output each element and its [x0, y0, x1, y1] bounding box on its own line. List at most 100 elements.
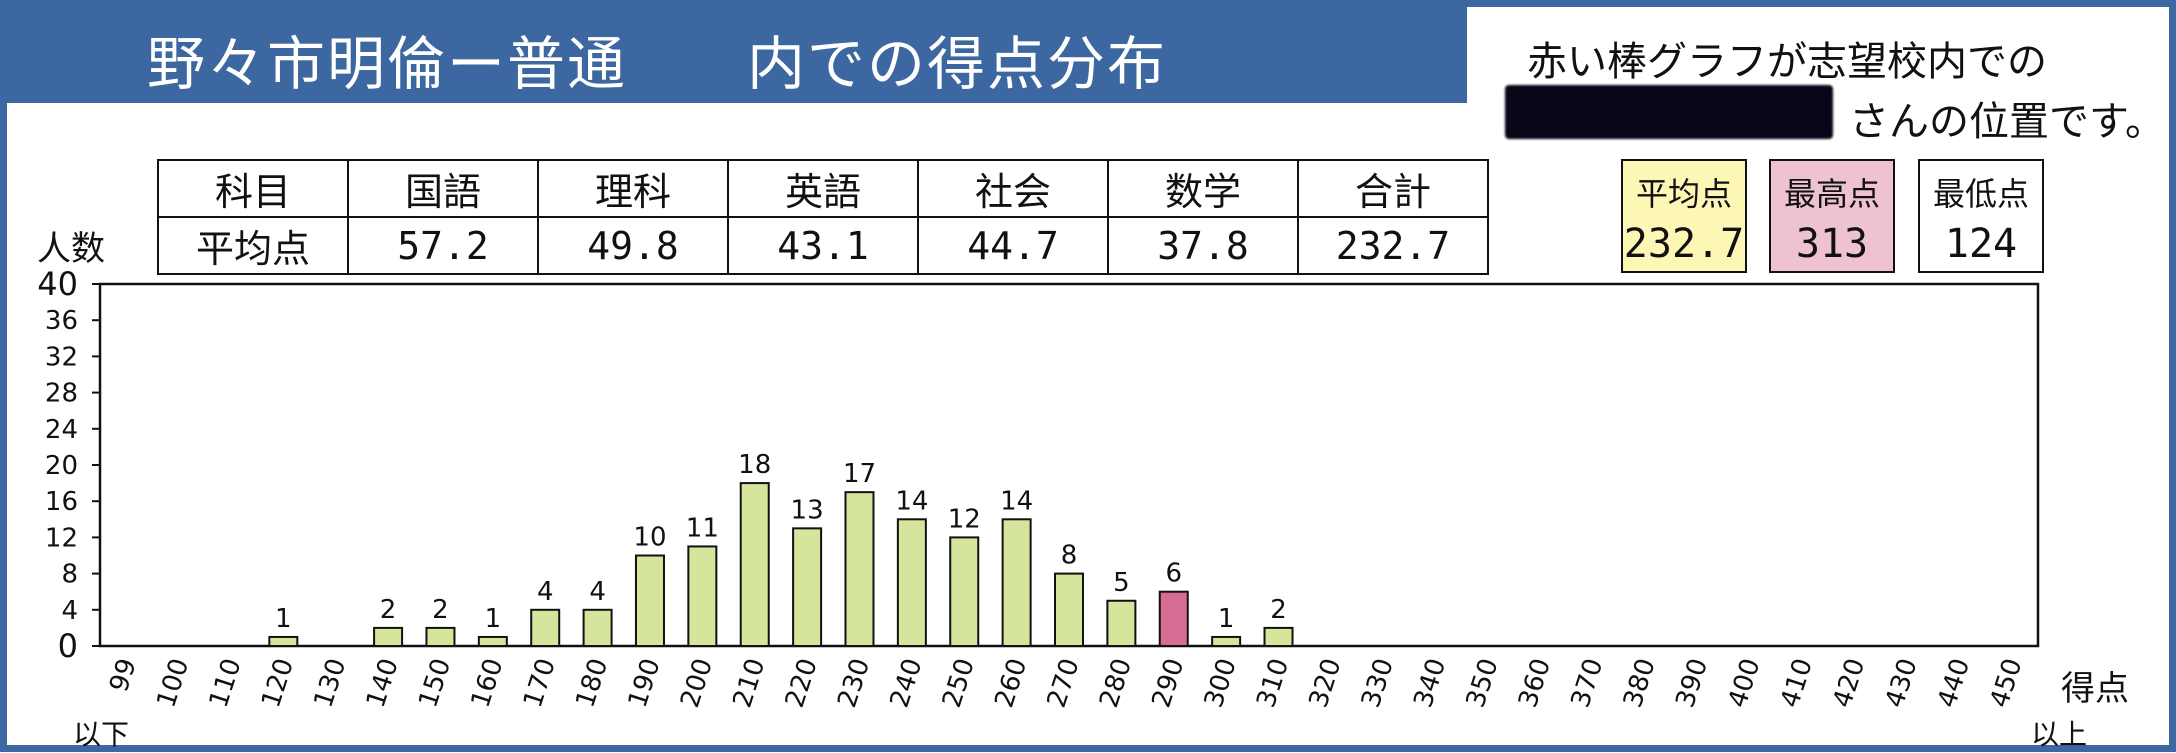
min-score-box: 最低点 124	[1918, 159, 2044, 273]
x-tick-label: 100	[151, 655, 195, 711]
y-tick-label: 20	[45, 451, 78, 481]
bar	[687, 545, 718, 648]
average-value: 57.2	[347, 216, 539, 275]
bar	[582, 608, 613, 647]
x-tick-label: 280	[1094, 655, 1138, 711]
bar-value-label: 8	[1061, 541, 1078, 571]
x-tick-label: 130	[308, 655, 352, 711]
bar-value-label: 1	[275, 604, 292, 634]
x-tick-label: 260	[989, 655, 1033, 711]
y-axis-label: 人数	[37, 229, 105, 269]
bar	[1106, 599, 1137, 647]
subject-name: 数学	[1107, 159, 1299, 218]
bar-value-label: 2	[1270, 595, 1287, 625]
bar-value-label: 2	[380, 595, 397, 625]
x-tick-label: 210	[728, 655, 772, 711]
subject-name: 合計	[1297, 159, 1489, 218]
x-tick-label: 160	[466, 655, 510, 711]
x-tick-label: 350	[1461, 655, 1505, 711]
subject-name: 理科	[537, 159, 729, 218]
bar	[1054, 572, 1084, 647]
row-header-subject: 科目	[157, 159, 349, 218]
x-tick-label: 360	[1513, 655, 1557, 711]
x-tick-label: 170	[518, 655, 562, 711]
average-value-row: 平均点 57.2 49.8 43.1 44.7 37.8 232.7	[157, 216, 1489, 275]
x-tick-label: 330	[1356, 655, 1400, 711]
low-end-note: 以下	[73, 718, 130, 751]
y-tick-label: 28	[45, 379, 78, 409]
y-tick-label: 8	[61, 560, 78, 590]
average-score-value: 232.7	[1623, 221, 1745, 267]
bar-value-label: 18	[738, 450, 771, 480]
x-tick-label: 180	[570, 655, 614, 711]
bar-value-label: 13	[791, 495, 824, 525]
bar	[1263, 626, 1294, 648]
min-score-label: 最低点	[1932, 175, 2029, 213]
bar	[530, 608, 561, 647]
x-tick-label: 420	[1827, 655, 1871, 711]
x-tick-label: 250	[937, 655, 981, 711]
bar-value-label: 4	[537, 577, 554, 607]
note-line-1: 赤い棒グラフが志望校内での	[1527, 39, 2047, 85]
bar	[268, 635, 299, 648]
bar-value-label: 12	[948, 504, 981, 534]
x-tick-label: 440	[1932, 655, 1976, 711]
highlight-bar	[1158, 590, 1189, 648]
x-tick-label: 310	[1251, 655, 1295, 711]
x-tick-label: 370	[1566, 655, 1610, 711]
average-value: 44.7	[917, 216, 1109, 275]
x-tick-label: 150	[413, 655, 457, 711]
bar	[373, 626, 404, 648]
bar	[739, 482, 770, 647]
note-line-2: さんの位置です。	[1849, 99, 2165, 145]
bar-value-label: 1	[1218, 604, 1235, 634]
max-score-label: 最高点	[1783, 175, 1880, 213]
x-tick-label: 340	[1408, 655, 1452, 711]
x-tick-label: 430	[1880, 655, 1924, 711]
bar-value-label: 4	[589, 577, 606, 607]
y-tick-label: 0	[58, 627, 78, 665]
subject-averages-table: 科目 国語 理科 英語 社会 数学 合計 平均点 57.2 49.8 43.1 …	[157, 159, 1489, 275]
x-tick-label: 120	[256, 655, 300, 711]
x-tick-label: 270	[1042, 655, 1086, 711]
y-tick-label: 40	[37, 265, 78, 303]
x-tick-label: 190	[623, 655, 667, 711]
y-tick-label: 4	[61, 596, 78, 626]
bar-value-label: 14	[895, 486, 928, 516]
x-tick-label: 99	[104, 655, 143, 696]
average-value: 43.1	[727, 216, 919, 275]
x-tick-label: 400	[1723, 655, 1767, 711]
max-score-value: 313	[1795, 221, 1869, 267]
average-score-box: 平均点 232.7	[1621, 159, 1747, 273]
y-tick-label: 16	[45, 487, 78, 517]
bar-value-label: 6	[1165, 559, 1182, 589]
bar	[792, 527, 823, 647]
bar	[634, 554, 665, 647]
bar	[949, 536, 980, 648]
row-header-average: 平均点	[157, 216, 349, 275]
x-tick-label: 140	[361, 655, 405, 711]
max-score-box: 最高点 313	[1769, 159, 1895, 273]
x-tick-label: 450	[1985, 655, 2029, 711]
subject-name: 英語	[727, 159, 919, 218]
bar-value-label: 11	[686, 513, 719, 543]
page-title: 野々市明倫ー普通 内での得点分布	[147, 30, 1168, 98]
x-tick-label: 390	[1670, 655, 1714, 711]
bar	[425, 626, 456, 648]
x-tick-label: 230	[832, 655, 876, 711]
x-tick-label: 300	[1199, 655, 1243, 711]
min-score-value: 124	[1944, 221, 2018, 267]
bar-value-label: 1	[485, 604, 502, 634]
x-tick-label: 380	[1618, 655, 1662, 711]
bar-value-label: 10	[633, 523, 666, 553]
bar-value-label: 5	[1113, 568, 1130, 598]
x-tick-label: 290	[1147, 655, 1191, 711]
redacted-name-block	[1505, 85, 1833, 139]
average-score-label: 平均点	[1635, 175, 1732, 213]
x-tick-label: 220	[780, 655, 824, 711]
y-tick-label: 12	[45, 523, 78, 553]
x-tick-label: 200	[675, 655, 719, 711]
bar	[1211, 635, 1242, 648]
